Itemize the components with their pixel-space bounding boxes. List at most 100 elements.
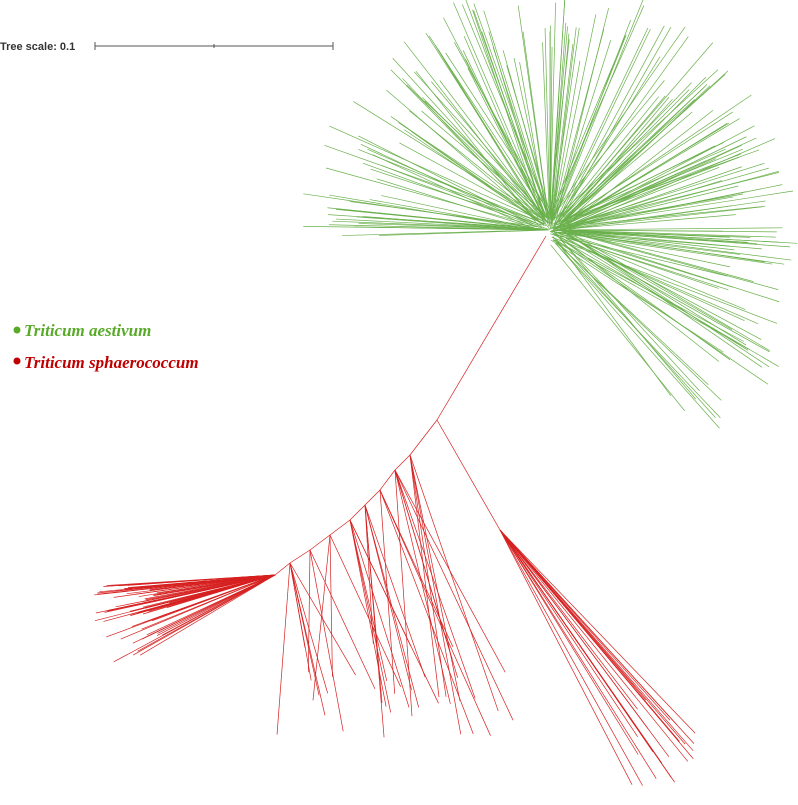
branch bbox=[358, 149, 547, 225]
branch bbox=[483, 10, 550, 219]
branch bbox=[349, 519, 387, 707]
branch bbox=[379, 489, 474, 735]
branch bbox=[309, 549, 376, 690]
branch bbox=[551, 27, 577, 227]
branch bbox=[289, 549, 311, 564]
branch bbox=[563, 232, 780, 303]
legend-label: Triticum sphaerococcum bbox=[24, 353, 199, 372]
branch bbox=[379, 489, 491, 736]
branch bbox=[140, 574, 276, 613]
branch bbox=[367, 148, 542, 226]
branch bbox=[329, 534, 402, 687]
branch bbox=[565, 172, 780, 226]
branch bbox=[436, 235, 547, 421]
branch bbox=[95, 574, 276, 614]
branch bbox=[561, 230, 730, 247]
branch bbox=[307, 549, 311, 673]
branch bbox=[551, 22, 567, 217]
branch bbox=[499, 529, 649, 730]
branch bbox=[342, 229, 541, 236]
branch bbox=[309, 549, 344, 732]
branch bbox=[564, 230, 779, 290]
branch bbox=[349, 519, 410, 708]
branch bbox=[553, 96, 659, 226]
branch bbox=[358, 135, 533, 225]
branch bbox=[379, 469, 396, 491]
branch bbox=[422, 97, 550, 224]
branch bbox=[394, 469, 413, 717]
branch bbox=[406, 84, 542, 219]
branch bbox=[149, 574, 276, 591]
branch bbox=[552, 230, 720, 362]
branch bbox=[403, 41, 551, 230]
branch bbox=[162, 574, 276, 636]
branch bbox=[465, 0, 545, 213]
branch bbox=[436, 419, 501, 531]
branch bbox=[157, 574, 276, 634]
branch bbox=[329, 125, 546, 223]
branch bbox=[379, 489, 396, 694]
branch bbox=[353, 101, 549, 224]
branch bbox=[434, 45, 545, 222]
branch bbox=[565, 125, 755, 226]
branch bbox=[551, 33, 570, 225]
branch bbox=[499, 529, 657, 779]
branch bbox=[379, 229, 549, 236]
branch bbox=[517, 5, 550, 225]
branch bbox=[562, 191, 746, 230]
branch bbox=[560, 167, 720, 229]
branch bbox=[565, 229, 771, 352]
branch bbox=[437, 49, 544, 219]
branch bbox=[502, 50, 550, 216]
branch bbox=[338, 208, 548, 231]
branch bbox=[562, 232, 785, 265]
branch bbox=[398, 122, 545, 220]
branch bbox=[372, 154, 535, 230]
branch bbox=[103, 574, 276, 587]
branch bbox=[559, 111, 693, 224]
branch bbox=[123, 574, 276, 589]
branch bbox=[555, 231, 770, 353]
branch bbox=[553, 7, 609, 230]
branch bbox=[499, 529, 643, 786]
branch bbox=[558, 74, 726, 225]
branch bbox=[133, 574, 276, 656]
branch bbox=[554, 28, 651, 228]
branch bbox=[553, 136, 747, 230]
branch bbox=[549, 27, 580, 230]
branch bbox=[409, 454, 499, 712]
branch bbox=[550, 239, 724, 353]
branch bbox=[499, 529, 633, 785]
branch bbox=[329, 534, 333, 677]
branch bbox=[364, 504, 374, 644]
branch bbox=[276, 562, 291, 735]
branch bbox=[553, 14, 597, 215]
branch bbox=[362, 162, 538, 228]
branch bbox=[544, 28, 551, 212]
branch bbox=[555, 243, 721, 419]
branch bbox=[325, 167, 542, 228]
branch bbox=[499, 529, 689, 762]
branch bbox=[552, 69, 719, 221]
branch bbox=[551, 230, 734, 288]
branch bbox=[381, 195, 534, 229]
branch bbox=[439, 80, 543, 216]
branch bbox=[349, 519, 392, 713]
branch bbox=[409, 110, 549, 224]
branch bbox=[554, 239, 745, 342]
branch bbox=[453, 42, 550, 215]
branch bbox=[472, 9, 545, 225]
branch bbox=[120, 574, 276, 640]
branch bbox=[329, 519, 351, 536]
branch bbox=[349, 519, 439, 704]
branch bbox=[394, 454, 411, 471]
branch bbox=[499, 529, 638, 710]
branch bbox=[309, 534, 331, 551]
branch bbox=[369, 199, 534, 229]
branch bbox=[329, 194, 533, 230]
branch bbox=[563, 99, 696, 218]
branch bbox=[564, 229, 776, 238]
branch bbox=[409, 454, 461, 702]
legend-dot bbox=[13, 357, 21, 365]
